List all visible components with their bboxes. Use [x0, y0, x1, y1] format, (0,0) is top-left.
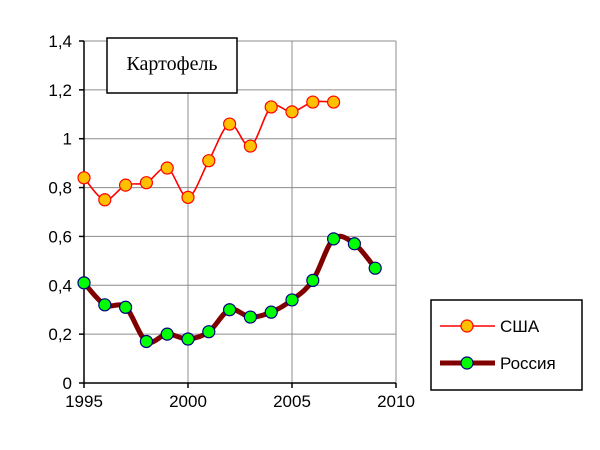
tick-labels: 0 0,2 0,4 0,6 0,8 1 1,2 1,4 1995 2000 2005 2010 [48, 32, 415, 411]
data-point-usa [306, 95, 320, 109]
y-tick-label: 1,2 [48, 81, 72, 100]
axes [79, 40, 397, 388]
chart-title-frame [106, 37, 238, 94]
data-point-usa [202, 154, 216, 168]
legend-marker-russia [460, 356, 474, 370]
data-point-usa [223, 117, 237, 131]
data-point-usa [264, 100, 278, 114]
y-tick-label: 0,8 [48, 179, 72, 198]
x-tick-label: 2005 [273, 392, 311, 411]
data-point-usa [160, 161, 174, 175]
data-point-usa [243, 139, 257, 153]
chart-title: Картофель [126, 53, 217, 75]
y-tick-label: 0 [63, 374, 72, 393]
data-point-russia [264, 305, 278, 319]
y-tick-label: 0,2 [48, 325, 72, 344]
data-point-russia [368, 261, 382, 275]
x-tick-label: 2000 [169, 392, 207, 411]
data-point-russia [306, 273, 320, 287]
data-point-russia [160, 327, 174, 341]
series-layer [77, 95, 382, 349]
legend: США Россия [430, 299, 583, 391]
legend-label-usa: США [500, 317, 540, 336]
data-point-usa [327, 95, 341, 109]
data-point-russia [223, 303, 237, 317]
legend-marker-usa [460, 319, 474, 333]
y-tick-label: 1,4 [48, 32, 72, 51]
legend-label-russia: Россия [500, 354, 556, 373]
data-point-russia [118, 300, 133, 314]
y-tick-label: 0,4 [48, 276, 72, 295]
data-point-usa [285, 105, 299, 119]
data-point-usa [181, 190, 195, 204]
data-point-russia [327, 232, 341, 246]
data-point-usa [77, 171, 91, 185]
data-point-usa [98, 193, 112, 207]
y-tick-label: 0,6 [48, 227, 72, 246]
data-point-russia [202, 325, 216, 339]
data-point-russia [243, 310, 257, 324]
data-point-russia [77, 276, 91, 290]
y-tick-label: 1 [63, 130, 72, 149]
data-point-russia [285, 293, 299, 307]
series-line-russia [81, 233, 378, 345]
data-point-russia [347, 237, 361, 251]
data-point-russia [181, 332, 195, 346]
data-point-usa [139, 176, 153, 190]
data-point-russia [139, 334, 153, 349]
chart-title-box: Картофель [106, 37, 238, 94]
x-tick-label: 1995 [65, 392, 103, 411]
legend-frame [430, 299, 583, 391]
x-tick-label: 2010 [377, 392, 415, 411]
data-point-usa [118, 178, 133, 192]
data-point-russia [98, 298, 112, 312]
